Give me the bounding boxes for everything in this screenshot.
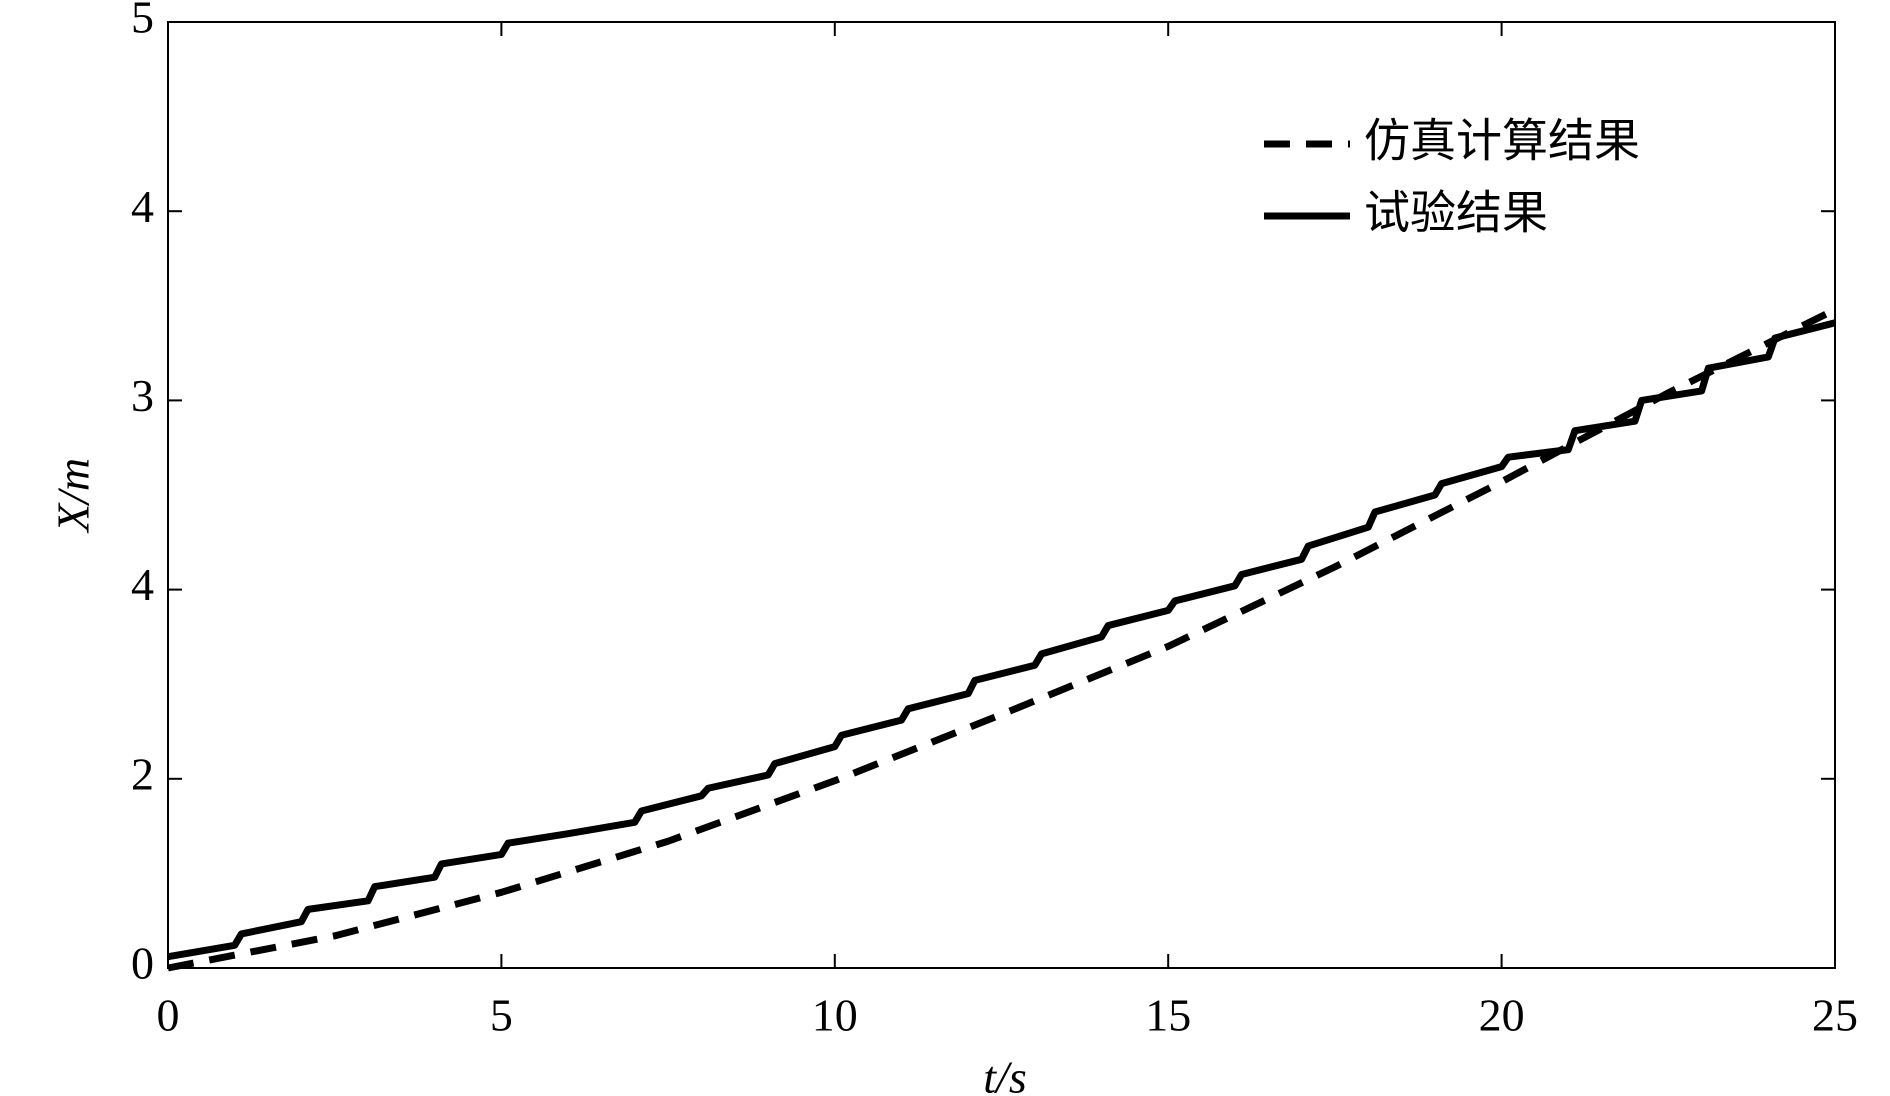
x-tick-label: 0	[157, 990, 180, 1041]
legend-label: 仿真计算结果	[1364, 114, 1640, 168]
y-tick-label: 2	[131, 748, 154, 799]
x-tick-label: 15	[1145, 990, 1191, 1041]
y-tick-label: 5	[131, 0, 154, 43]
series-line	[167, 306, 1837, 972]
x-tick-label: 20	[1479, 990, 1525, 1041]
x-axis-label: t/s	[983, 1052, 1026, 1096]
y-tick-label: 4	[131, 181, 154, 232]
legend-label: 试验结果	[1364, 186, 1548, 240]
x-tick-label: 10	[812, 990, 858, 1041]
x-tick-label: 25	[1812, 990, 1858, 1041]
y-tick-label: 3	[131, 370, 154, 421]
series-line	[167, 319, 1836, 961]
y-tick-label: 4	[131, 559, 154, 610]
plot-frame	[167, 21, 1836, 969]
y-axis-label: X/m	[48, 458, 99, 534]
x-tick-label: 5	[490, 990, 513, 1041]
y-tick-label: 0	[131, 938, 154, 989]
